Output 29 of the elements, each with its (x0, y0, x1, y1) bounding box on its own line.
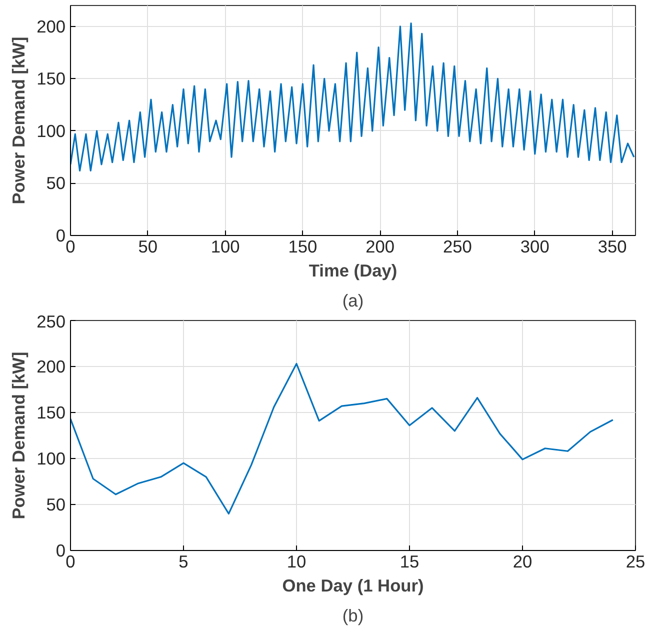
y-axis-title: Power Demand [kW] (8, 352, 29, 520)
x-tick-label: 250 (443, 236, 472, 256)
y-tick-label: 250 (36, 312, 66, 332)
x-tick-label: 300 (520, 236, 550, 256)
x-tick-label: 50 (138, 236, 158, 256)
line-series (70, 362, 614, 514)
y-tick-label: 100 (36, 120, 66, 141)
y-tick-label: 50 (46, 494, 66, 514)
y-tick-label: 200 (36, 356, 66, 376)
x-tick-label: 15 (400, 552, 420, 572)
x-tick-label: 5 (178, 552, 188, 572)
x-tick-label: 20 (512, 552, 532, 572)
line-series (70, 22, 635, 172)
y-tick-label: 50 (46, 173, 66, 194)
x-tick-label: 200 (366, 236, 395, 256)
text: (b) (342, 606, 364, 626)
y-tick-label: 150 (36, 402, 66, 422)
x-axis-title: One Day (1 Hour) (282, 576, 424, 596)
y-tick-label: 200 (36, 16, 66, 36)
y-tick-label: 100 (36, 448, 66, 468)
x-axis-title: Time (Day) (308, 260, 398, 280)
y-axis-title: Power Demand [kW] (8, 36, 29, 204)
x-tick-label: 100 (210, 236, 240, 256)
x-tick-label: 25 (626, 552, 646, 572)
x-tick-label: 10 (286, 552, 306, 572)
text: (a) (342, 290, 364, 310)
y-tick-label: 150 (36, 68, 66, 89)
x-tick-label: 350 (598, 236, 627, 256)
x-tick-label: 150 (288, 236, 318, 256)
